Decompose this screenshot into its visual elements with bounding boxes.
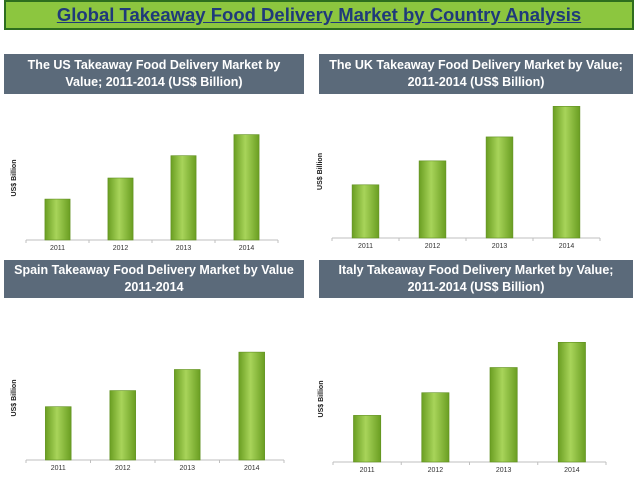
bar-2014 (552, 106, 581, 239)
bar-2011 (45, 406, 72, 461)
x-tick-label-2012: 2012 (428, 467, 444, 474)
bar-2014 (233, 134, 260, 241)
bar-2013 (170, 155, 197, 241)
uk-chart-title: The UK Takeaway Food Delivery Market by … (319, 54, 633, 94)
bar-2013 (489, 367, 518, 463)
x-tick-label-2011: 2011 (51, 465, 66, 472)
bar-2012 (109, 390, 136, 461)
page-title: Global Takeaway Food Delivery Market by … (4, 0, 634, 30)
bar-2014 (238, 351, 265, 461)
x-tick-label-2013: 2013 (179, 465, 195, 472)
bar-2012 (107, 177, 134, 241)
x-tick-label-2013: 2013 (176, 245, 192, 252)
x-tick-label-2011: 2011 (360, 467, 375, 474)
bar-2012 (418, 160, 447, 239)
x-tick-label-2014: 2014 (239, 245, 255, 252)
x-tick-label-2012: 2012 (113, 245, 129, 252)
bar-2014 (557, 341, 586, 463)
x-tick-label-2011: 2011 (358, 243, 373, 250)
x-tick-label-2014: 2014 (244, 465, 260, 472)
bar-2013 (485, 136, 514, 239)
y-axis-label: US$ Billion (11, 160, 18, 197)
bar-2011 (353, 415, 382, 463)
x-tick-label-2013: 2013 (496, 467, 512, 474)
x-tick-label-2014: 2014 (559, 243, 575, 250)
x-tick-label-2014: 2014 (564, 467, 580, 474)
y-axis-label: US$ Billion (11, 380, 18, 417)
x-tick-label-2012: 2012 (115, 465, 131, 472)
bar-2011 (44, 198, 71, 241)
spain-chart-title: Spain Takeaway Food Delivery Market by V… (4, 260, 304, 298)
x-tick-label-2011: 2011 (50, 245, 65, 252)
x-tick-label-2013: 2013 (492, 243, 508, 250)
italy-chart-title: Italy Takeaway Food Delivery Market by V… (319, 260, 633, 298)
x-tick-label-2012: 2012 (425, 243, 441, 250)
bar-2011 (351, 184, 380, 239)
bar-2012 (421, 392, 450, 463)
y-axis-label: US$ Billion (318, 381, 325, 418)
us-chart-title: The US Takeaway Food Delivery Market by … (4, 54, 304, 94)
bar-2013 (174, 369, 201, 461)
y-axis-label: US$ Billion (317, 153, 324, 190)
